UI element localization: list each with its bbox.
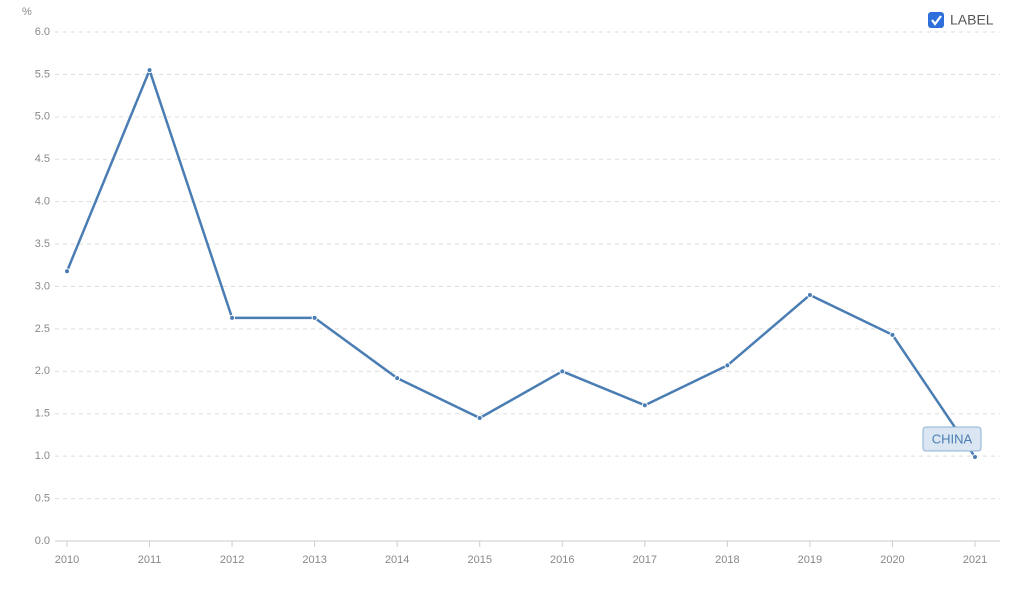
legend-label[interactable]: LABEL	[950, 12, 994, 28]
x-tick-label: 2013	[302, 554, 326, 566]
point	[146, 67, 153, 74]
x-tick-label: 2019	[798, 554, 822, 566]
y-tick-label: 2.0	[35, 365, 50, 377]
point	[559, 368, 566, 375]
x-tick-label: 2021	[963, 554, 987, 566]
x-tick-label: 2015	[467, 554, 491, 566]
y-tick-label: 5.0	[35, 111, 50, 123]
y-tick-label: 4.5	[35, 153, 50, 165]
point	[64, 268, 70, 275]
y-tick-label: 1.0	[35, 450, 50, 462]
y-tick-label: 4.0	[35, 196, 50, 208]
point	[311, 314, 318, 321]
y-unit: %	[22, 6, 32, 18]
x-tick-label: 2010	[55, 554, 79, 566]
point	[724, 362, 731, 369]
x-tick-label: 2020	[880, 554, 904, 566]
point	[972, 454, 978, 461]
checkbox[interactable]	[928, 12, 944, 28]
point	[394, 375, 401, 382]
point	[229, 314, 236, 321]
x-tick-label: 2017	[633, 554, 657, 566]
legend-toggle[interactable]: LABEL	[928, 12, 994, 28]
series-label: CHINA	[932, 431, 973, 446]
point	[641, 402, 648, 409]
y-tick-label: 1.5	[35, 408, 50, 420]
y-tick-label: 6.0	[35, 26, 50, 38]
point	[889, 331, 896, 338]
x-tick-label: 2014	[385, 554, 409, 566]
series-line	[65, 68, 977, 458]
x-tick-label: 2011	[138, 554, 162, 566]
y-tick-label: 2.5	[35, 323, 50, 335]
series-label-box	[922, 426, 982, 452]
checkmark	[931, 15, 942, 26]
point	[806, 291, 813, 298]
x-tick-label: 2012	[220, 554, 244, 566]
y-tick-label: 5.5	[35, 68, 50, 80]
point	[476, 414, 483, 421]
y-tick-label: 3.0	[35, 280, 50, 292]
x-tick-label: 2016	[550, 554, 574, 566]
y-tick-label: 0.0	[35, 535, 50, 547]
y-tick-label: 0.5	[35, 492, 50, 504]
x-tick-label: 2018	[715, 554, 739, 566]
y-tick-label: 3.5	[35, 238, 50, 250]
